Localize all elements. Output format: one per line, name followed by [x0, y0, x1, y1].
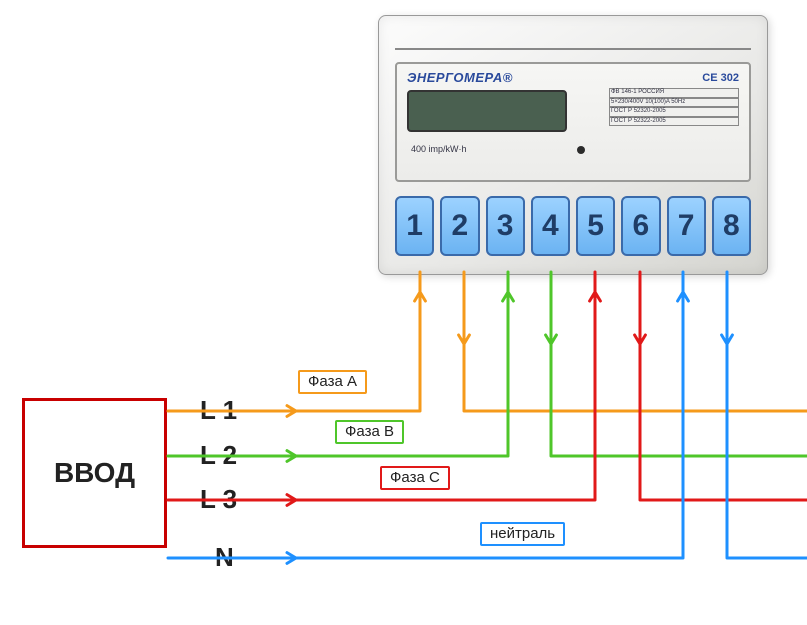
terminal-7: 7 — [667, 196, 706, 256]
meter-model: СЕ 302 — [702, 72, 739, 84]
meter-top-divider — [395, 48, 751, 50]
phase-label-a: Фаза А — [298, 370, 367, 394]
terminal-8: 8 — [712, 196, 751, 256]
phase-label-c: Фаза С — [380, 466, 450, 490]
meter-brand: ЭНЕРГОМЕРА® — [407, 70, 513, 85]
terminal-5: 5 — [576, 196, 615, 256]
terminal-3: 3 — [486, 196, 525, 256]
electricity-meter: ЭНЕРГОМЕРА® СЕ 302 ФВ 146-1 РОССИЯ 5×230… — [378, 15, 768, 275]
input-box: ВВОД — [22, 398, 167, 548]
phase-label-neutral: нейтраль — [480, 522, 565, 546]
line-label-l1: L 1 — [200, 395, 237, 426]
terminal-4: 4 — [531, 196, 570, 256]
spec-line: ГОСТ Р 52320-2005 — [609, 107, 739, 117]
terminal-2: 2 — [440, 196, 479, 256]
terminal-6: 6 — [621, 196, 660, 256]
terminal-block: 1 2 3 4 5 6 7 8 — [395, 196, 751, 260]
line-label-l2: L 2 — [200, 440, 237, 471]
meter-pulse-rate: 400 imp/kW·h — [411, 144, 467, 154]
spec-line: ГОСТ Р 52322-2005 — [609, 117, 739, 127]
phase-label-b: Фаза В — [335, 420, 404, 444]
meter-led — [577, 146, 585, 154]
meter-spec-panel: ФВ 146-1 РОССИЯ 5×230/400V 10(100)A 50Hz… — [609, 88, 739, 126]
terminal-1: 1 — [395, 196, 434, 256]
meter-lcd — [407, 90, 567, 132]
meter-faceplate: ЭНЕРГОМЕРА® СЕ 302 ФВ 146-1 РОССИЯ 5×230… — [395, 62, 751, 182]
spec-line: ФВ 146-1 РОССИЯ — [609, 88, 739, 98]
input-box-label: ВВОД — [54, 457, 135, 489]
line-label-l3: L 3 — [200, 484, 237, 515]
line-label-n: N — [215, 542, 234, 573]
spec-line: 5×230/400V 10(100)A 50Hz — [609, 98, 739, 108]
